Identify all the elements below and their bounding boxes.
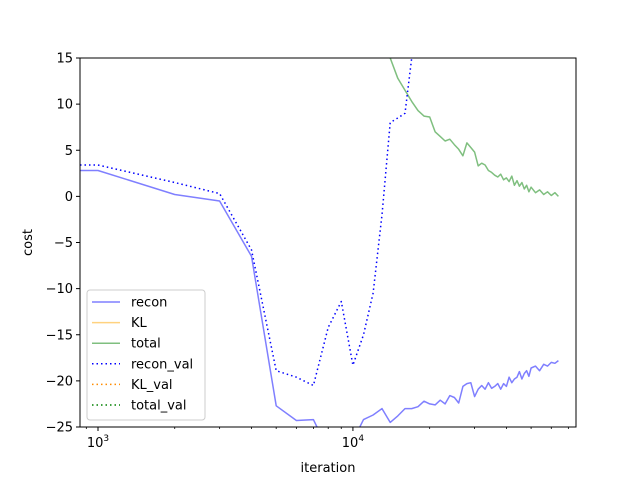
legend-label: recon_val <box>131 357 193 372</box>
legend-entries: recon KL total recon_val KL_val total_val <box>92 296 193 414</box>
legend-label: KL <box>131 316 148 331</box>
legend-label: total <box>131 337 161 352</box>
y-tick-label: 10 <box>56 98 73 113</box>
series-line-recon-val <box>80 58 413 387</box>
y-tick-label: −25 <box>46 421 73 436</box>
series-line-recon <box>80 169 559 427</box>
y-tick-label: −20 <box>46 374 73 389</box>
series-layer <box>80 58 559 427</box>
series-line-total <box>389 58 559 197</box>
y-axis-label: cost <box>21 229 36 256</box>
y-tick-label: −5 <box>54 236 73 251</box>
legend-label: KL_val <box>131 378 173 393</box>
legend: recon KL total recon_val KL_val total_val <box>86 289 206 421</box>
legend-label: total_val <box>131 399 187 414</box>
x-tick-label: 103 <box>87 434 109 451</box>
x-axis: 103 104 <box>85 427 569 451</box>
x-axis-label: iteration <box>301 461 356 476</box>
legend-label: recon <box>131 296 167 311</box>
x-tick-label: 104 <box>342 434 365 451</box>
y-tick-label: 5 <box>65 144 73 159</box>
y-axis: −25 −20 −15 −10 −5 0 5 10 15 <box>46 52 80 436</box>
y-tick-label: 15 <box>56 52 73 67</box>
y-tick-label: −10 <box>46 282 73 297</box>
y-tick-label: −15 <box>46 328 73 343</box>
y-tick-label: 0 <box>65 190 73 205</box>
